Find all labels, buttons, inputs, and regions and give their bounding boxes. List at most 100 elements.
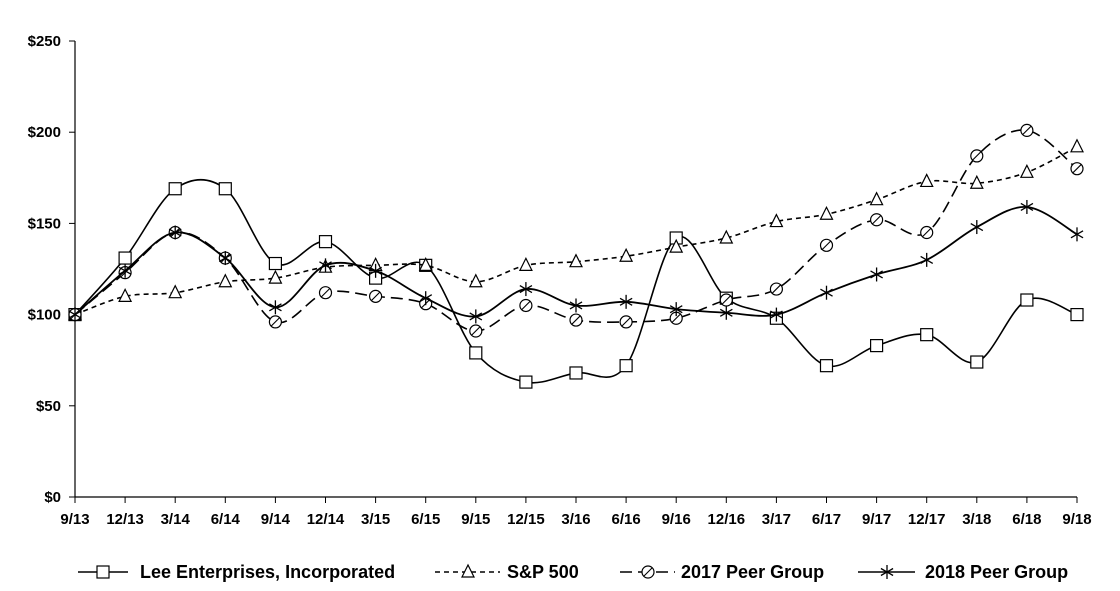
data-point xyxy=(870,267,883,282)
marker-spoke xyxy=(369,266,382,275)
marker-spoke xyxy=(319,261,332,270)
data-point xyxy=(118,263,132,278)
marker-slash xyxy=(370,291,381,302)
data-point xyxy=(769,282,784,296)
data-point xyxy=(68,307,82,322)
legend-item-4: 2018 Peer Group xyxy=(858,562,1068,582)
marker-slash xyxy=(721,295,732,305)
data-point xyxy=(920,252,934,267)
x-tick-label: 3/15 xyxy=(361,511,390,528)
marker-slash xyxy=(521,300,531,311)
legend-label: 2017 Peer Group xyxy=(681,562,824,582)
data-point xyxy=(319,258,332,273)
marker-slash xyxy=(320,287,331,298)
data-point xyxy=(419,291,433,306)
marker-spoke xyxy=(880,567,894,577)
x-tick-label: 6/15 xyxy=(411,511,440,528)
marker-spoke xyxy=(569,301,583,310)
marker-slash xyxy=(643,567,653,577)
y-tick-label: $200 xyxy=(28,124,61,141)
x-tick-label: 3/14 xyxy=(161,511,191,528)
legend-label: S&P 500 xyxy=(507,562,579,582)
x-tick-label: 3/16 xyxy=(561,511,590,528)
data-point xyxy=(268,256,282,271)
marker-spoke xyxy=(1070,230,1084,239)
x-tick-label: 9/16 xyxy=(662,511,691,528)
x-tick-label: 9/17 xyxy=(862,511,891,528)
marker-slash xyxy=(270,317,281,327)
x-tick-label: 6/18 xyxy=(1012,511,1041,528)
data-point xyxy=(869,213,884,227)
x-tick-label: 6/17 xyxy=(812,511,841,528)
legend-label: Lee Enterprises, Incorporated xyxy=(140,562,395,582)
marker-spoke xyxy=(669,305,683,314)
x-tick-label: 6/14 xyxy=(211,511,241,528)
chart-legend: Lee Enterprises, Incorporated S&P 500 2017… xyxy=(78,562,1068,582)
data-point xyxy=(1020,123,1034,137)
marker-spoke xyxy=(68,310,82,319)
data-point xyxy=(769,213,784,228)
y-tick-label: $50 xyxy=(36,398,61,415)
marker-spoke xyxy=(118,266,132,275)
marker-slash xyxy=(621,317,631,327)
legend-marker xyxy=(96,565,110,579)
data-point xyxy=(469,324,483,338)
data-point xyxy=(519,298,533,313)
marker-spoke xyxy=(269,303,282,312)
x-tick-label: 12/15 xyxy=(507,511,545,528)
marker-spoke xyxy=(719,308,733,317)
data-point xyxy=(669,311,683,325)
data-point xyxy=(519,375,533,389)
data-point xyxy=(820,285,833,300)
data-point xyxy=(970,355,984,369)
x-tick-label: 12/16 xyxy=(708,511,746,528)
marker-slash xyxy=(571,315,581,325)
data-point xyxy=(869,191,884,206)
data-point xyxy=(819,359,834,373)
x-tick-label: 6/16 xyxy=(611,511,640,528)
legend-marker xyxy=(641,565,655,579)
data-point xyxy=(619,315,633,329)
marker-slash xyxy=(671,313,682,324)
x-tick-label: 3/18 xyxy=(962,511,991,528)
marker-spoke xyxy=(218,253,232,263)
marker-spoke xyxy=(820,288,833,297)
data-point xyxy=(468,273,483,288)
data-point xyxy=(318,286,333,300)
x-tick-label: 12/14 xyxy=(307,511,345,528)
marker-spoke xyxy=(419,294,433,303)
data-point xyxy=(970,220,984,235)
data-point xyxy=(1070,138,1084,153)
marker-slash xyxy=(470,326,481,336)
y-tick-label: $150 xyxy=(28,215,61,232)
data-point xyxy=(168,225,182,240)
legend-item-2: S&P 500 xyxy=(435,562,579,582)
data-point xyxy=(669,302,683,317)
data-point xyxy=(969,174,984,189)
marker-spoke xyxy=(469,312,483,321)
data-point xyxy=(1070,162,1084,176)
x-tick-label: 9/18 xyxy=(1062,511,1091,528)
data-point xyxy=(920,225,934,240)
data-point xyxy=(469,346,483,360)
x-tick-label: 9/15 xyxy=(461,511,490,528)
chart-series xyxy=(68,123,1084,389)
data-point xyxy=(619,359,633,373)
data-point xyxy=(218,251,232,266)
data-point xyxy=(1020,199,1034,214)
data-point xyxy=(619,294,633,309)
data-point xyxy=(569,366,583,380)
data-point xyxy=(819,238,834,252)
data-point xyxy=(919,173,934,188)
data-point xyxy=(1070,308,1084,322)
data-point xyxy=(118,251,132,265)
y-tick-label: $0 xyxy=(44,489,61,506)
marker-spoke xyxy=(168,228,182,237)
data-point xyxy=(218,273,233,288)
data-point xyxy=(719,293,733,307)
data-point xyxy=(418,257,433,271)
marker-spoke xyxy=(970,222,984,232)
data-point xyxy=(569,253,583,268)
marker-spoke xyxy=(870,270,883,279)
data-point xyxy=(168,182,182,196)
